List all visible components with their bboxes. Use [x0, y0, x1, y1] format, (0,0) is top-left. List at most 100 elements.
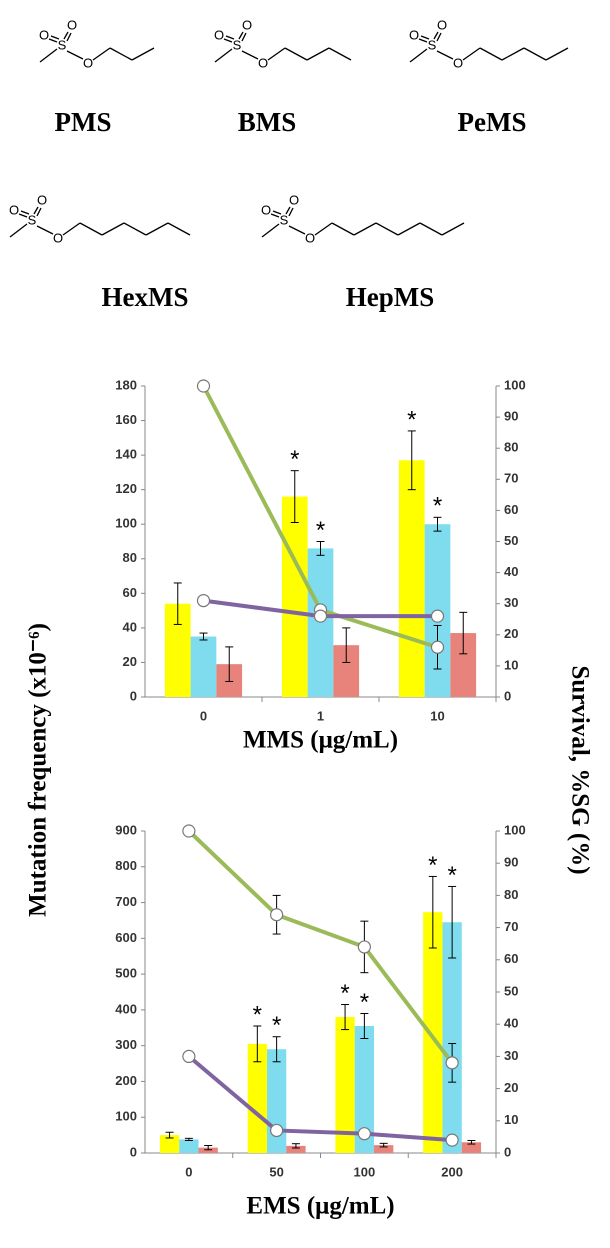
atom-label: O — [261, 202, 271, 217]
bond — [284, 47, 308, 61]
significance-mark: * — [272, 1012, 281, 1039]
line-marker — [430, 640, 445, 654]
bond — [223, 38, 233, 43]
structure-label: HepMS — [346, 282, 435, 312]
bar — [190, 636, 217, 697]
y-tick-label: 400 — [115, 1001, 137, 1016]
x-axis-title: MMS (μg/mL) — [243, 727, 398, 754]
bond — [441, 222, 465, 236]
bond — [123, 222, 147, 236]
atom-label: O — [214, 27, 224, 42]
y2-tick-label: 60 — [504, 951, 518, 966]
atom-label: O — [67, 17, 77, 32]
x-tick-label: 200 — [441, 1164, 463, 1179]
y-tick-label: 40 — [123, 619, 137, 634]
bar — [354, 1025, 375, 1153]
y-tick-label: 140 — [115, 447, 137, 462]
bond — [39, 48, 58, 63]
bond — [79, 222, 103, 236]
x-tick-label: 50 — [269, 1164, 283, 1179]
y2-tick-label: 100 — [504, 377, 526, 392]
bond — [167, 222, 191, 236]
bar — [398, 460, 425, 697]
bond — [433, 31, 439, 40]
x-tick-label: 10 — [430, 708, 444, 723]
y-tick-label: 500 — [115, 966, 137, 981]
atom-label: S — [28, 212, 37, 227]
y2-tick-label: 40 — [504, 564, 518, 579]
bond — [272, 210, 282, 215]
bar — [286, 1145, 306, 1153]
y-tick-label: 180 — [115, 377, 137, 392]
bond — [501, 47, 525, 61]
line-marker — [182, 824, 196, 838]
atom-label: O — [289, 192, 299, 207]
line-marker — [196, 593, 211, 608]
x-tick-label: 100 — [354, 1164, 376, 1179]
line-marker — [357, 940, 371, 954]
y2-tick-label: 100 — [504, 822, 526, 837]
significance-mark: * — [253, 1001, 262, 1028]
bar — [335, 1017, 355, 1153]
structure-label: BMS — [238, 107, 297, 137]
bond — [418, 38, 428, 43]
structure-label: HexMS — [102, 282, 189, 312]
bar — [247, 1043, 267, 1153]
bond — [238, 31, 244, 40]
bond — [397, 222, 421, 236]
line-marker — [182, 1049, 196, 1064]
bond — [479, 47, 503, 61]
y2-tick-label: 10 — [504, 1112, 518, 1127]
y-tick-label: 100 — [115, 516, 137, 531]
bar — [374, 1145, 394, 1153]
y-axis-title: Mutation frequency (x10⁻⁶) — [25, 623, 52, 917]
bond — [314, 222, 333, 236]
bond — [48, 38, 58, 43]
bond — [288, 207, 294, 217]
structure-label: PMS — [55, 107, 112, 137]
y2-tick-label: 10 — [504, 657, 518, 672]
atom-label: O — [242, 17, 252, 32]
y-tick-label: 20 — [123, 654, 137, 669]
atom-label: O — [409, 27, 419, 42]
y-tick-label: 100 — [115, 1109, 137, 1124]
y2-tick-label: 30 — [504, 1048, 518, 1063]
y-tick-label: 160 — [115, 412, 137, 427]
line-marker — [270, 1123, 284, 1138]
bond — [523, 47, 547, 61]
y2-tick-label: 40 — [504, 1016, 518, 1031]
bond — [109, 47, 133, 61]
bar — [281, 496, 308, 697]
bond — [101, 222, 125, 236]
atom-label: O — [83, 55, 93, 70]
bar — [159, 1135, 180, 1153]
bar — [423, 912, 443, 1153]
bond — [20, 210, 30, 215]
y2-tick-label: 50 — [504, 983, 518, 998]
y2-tick-label: 20 — [504, 626, 518, 641]
y2-tick-label: 60 — [504, 502, 518, 517]
bond — [288, 225, 306, 235]
bond — [545, 47, 569, 61]
line — [187, 829, 454, 1065]
bond — [285, 206, 291, 215]
y-tick-label: 900 — [115, 822, 137, 837]
atom-label: O — [437, 17, 447, 32]
y2-tick-label: 70 — [504, 919, 518, 934]
atom-label: O — [453, 55, 463, 70]
bond — [63, 31, 69, 40]
bar — [198, 1147, 218, 1153]
line-marker — [430, 609, 445, 623]
bond — [50, 35, 60, 40]
significance-mark: * — [340, 980, 349, 1007]
line — [187, 1054, 453, 1143]
bond — [328, 47, 352, 61]
bond — [436, 32, 442, 42]
y-tick-label: 80 — [123, 550, 137, 565]
significance-mark: * — [407, 406, 416, 433]
y-tick-label: 120 — [115, 481, 137, 496]
atom-label: O — [53, 230, 63, 245]
bond — [267, 47, 286, 61]
bond — [145, 222, 169, 236]
